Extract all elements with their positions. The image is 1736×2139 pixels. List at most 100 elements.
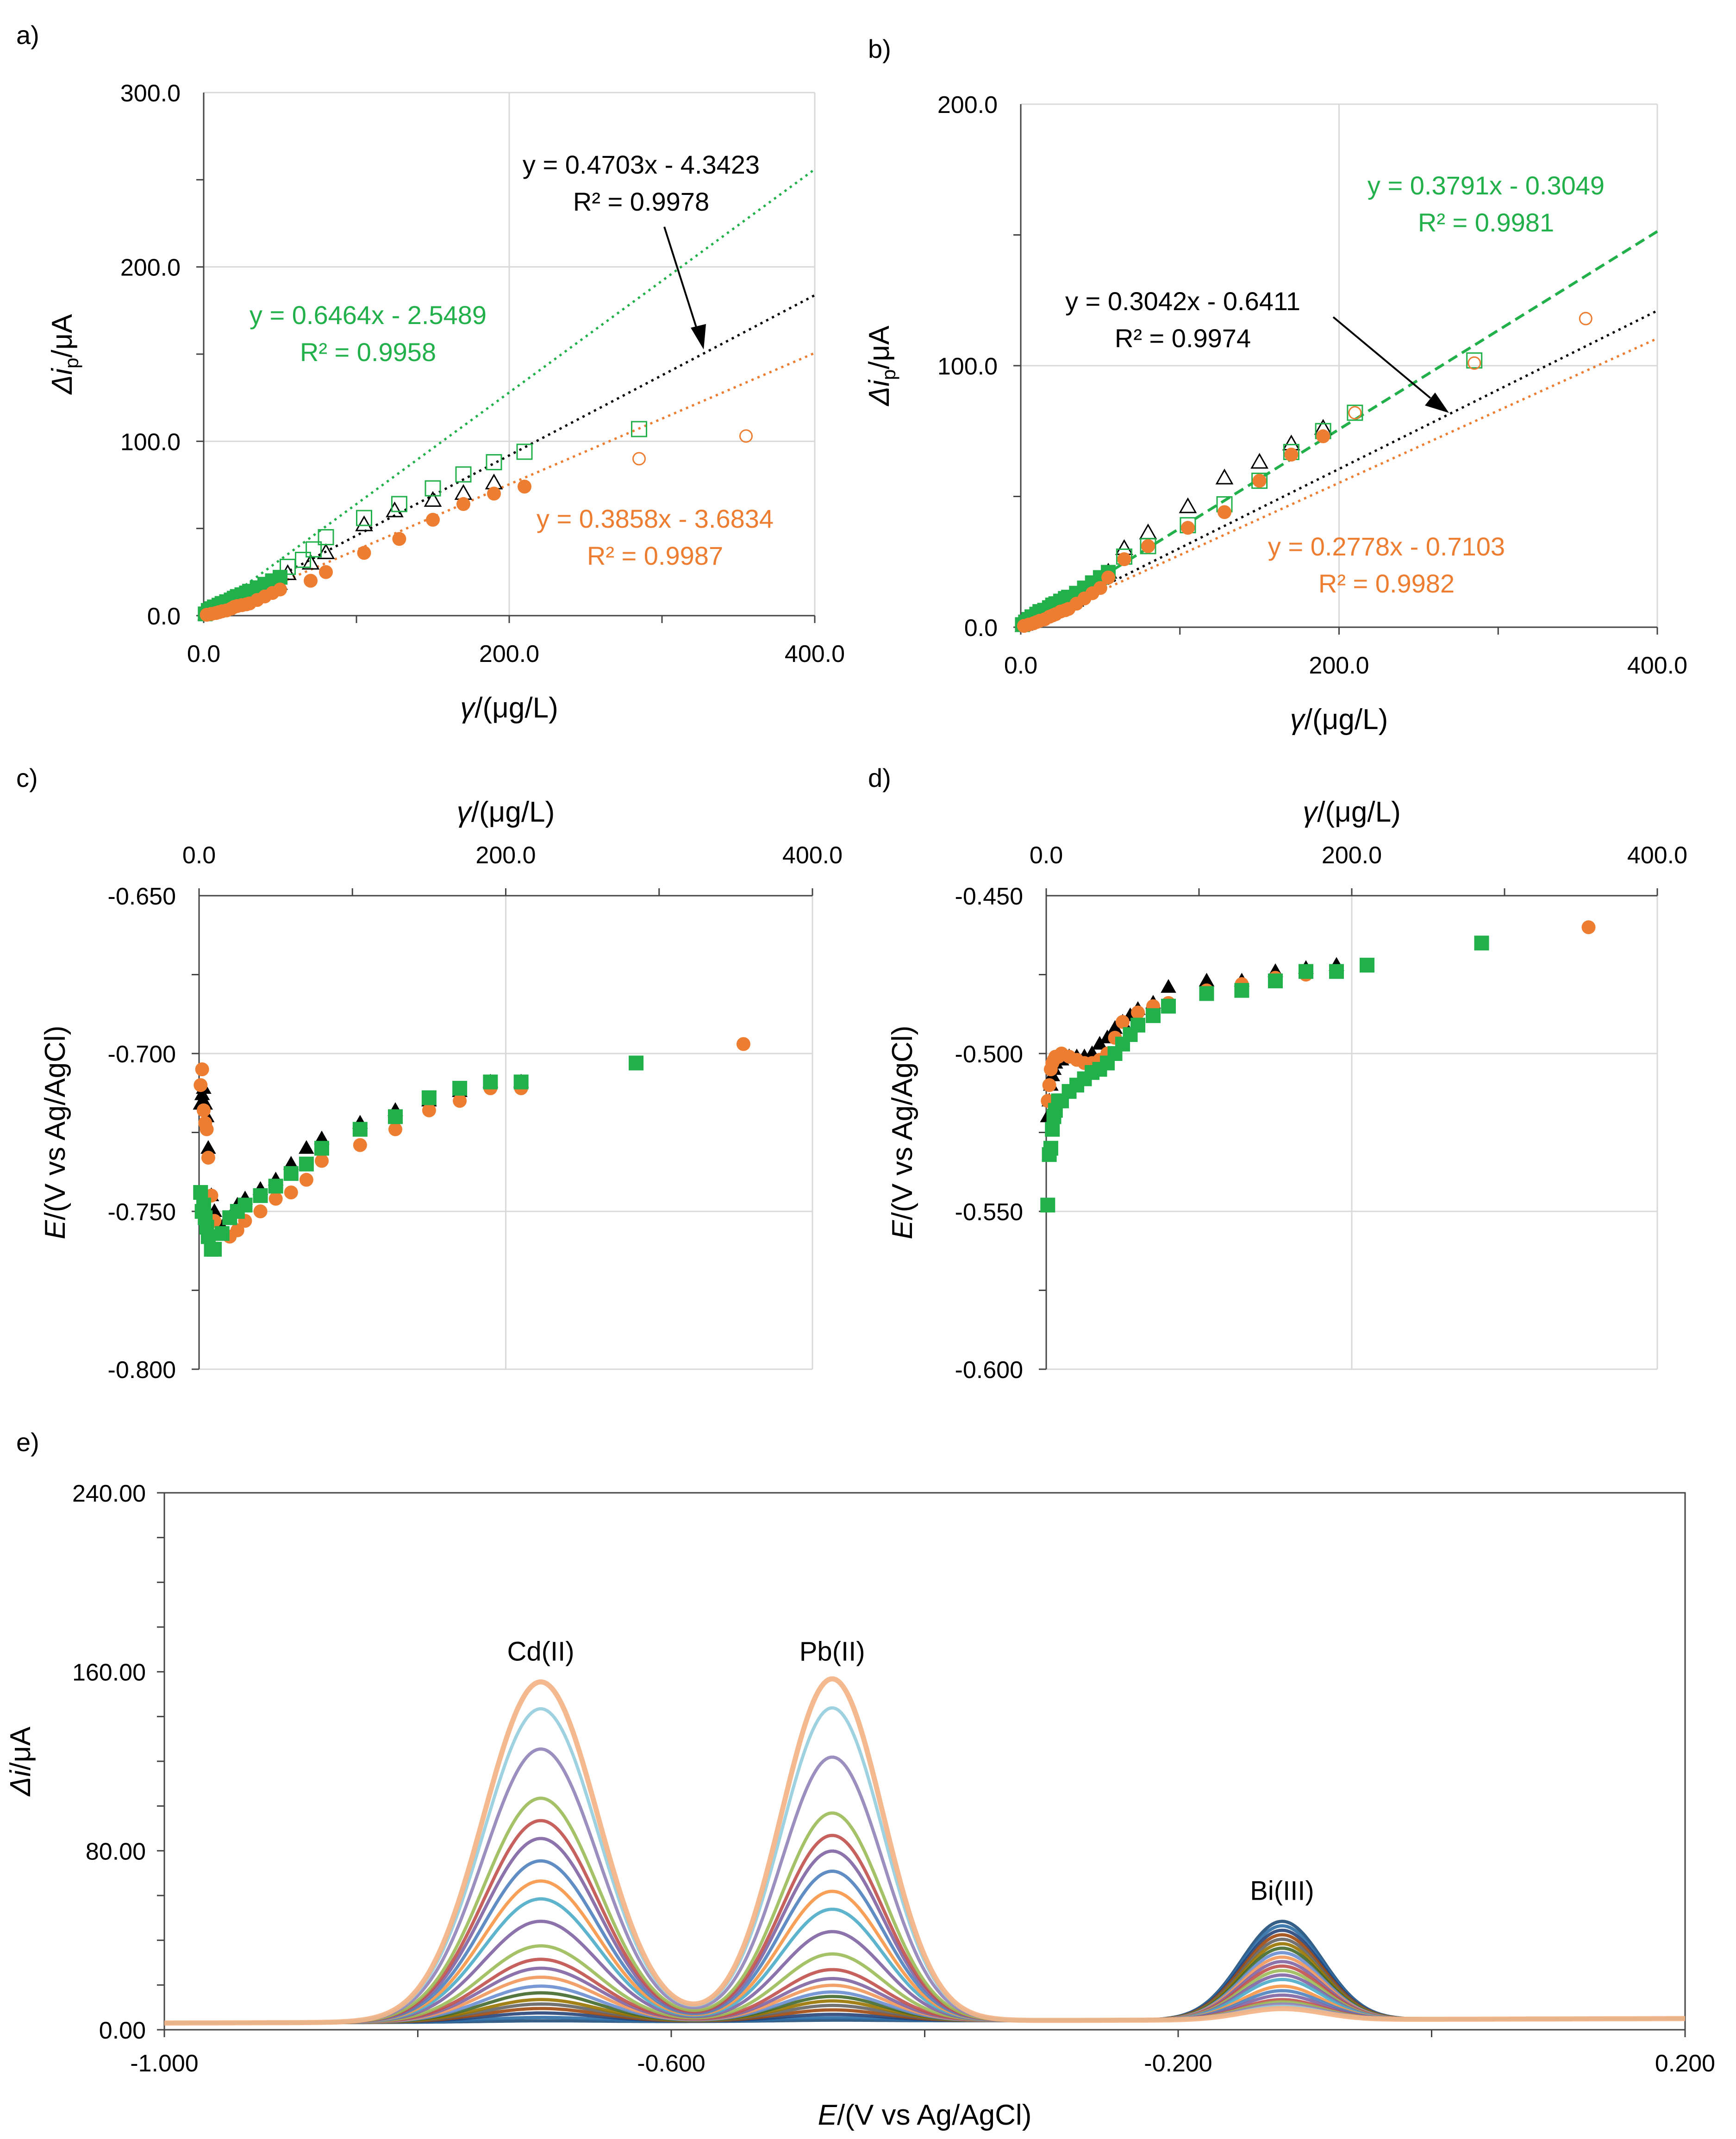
- data-point-orange: [299, 1172, 313, 1187]
- data-point-black-open: [1215, 468, 1234, 485]
- y-tick-label: -0.700: [108, 1041, 176, 1068]
- data-point-green: [388, 1109, 403, 1124]
- y-tick-label: 160.00: [72, 1659, 146, 1686]
- data-point-green: [1329, 964, 1344, 979]
- trendline: [203, 352, 815, 617]
- arrow: [663, 226, 698, 329]
- y-tick-label: 0.0: [147, 603, 181, 630]
- data-point-green: [314, 1141, 329, 1156]
- y-tick-label: -0.800: [108, 1357, 176, 1384]
- data-point-orange: [357, 546, 371, 560]
- data-point-orange: [269, 1191, 283, 1206]
- data-point-orange: [426, 512, 440, 527]
- data-point-green: [513, 1074, 529, 1090]
- data-point-green: [1040, 1197, 1055, 1213]
- x-tick-label: -0.200: [1144, 2050, 1212, 2077]
- data-point-black-open: [386, 501, 404, 518]
- voltammogram-curve: [164, 1676, 1685, 2026]
- panel-label: e): [16, 1428, 39, 1457]
- trendline: [203, 168, 816, 617]
- data-point-black-open: [355, 515, 373, 531]
- data-point-orange: [353, 1138, 367, 1152]
- data-point-black-open: [424, 491, 442, 507]
- chart-panel-1: b) 0.0 100.0 200.0 0.0 200.0 400.0 y = 0.3791x …: [868, 34, 1687, 679]
- data-point-orange-open: [632, 452, 646, 466]
- data-point-green-open: [318, 529, 334, 545]
- voltammogram-curve: [164, 1706, 1685, 2025]
- y-tick-label: 80.00: [86, 1838, 146, 1865]
- x-tick-label: 0.0: [1004, 652, 1037, 679]
- trendline-equation: y = 0.3858x - 3.6834: [537, 504, 774, 533]
- data-point-orange: [319, 565, 333, 579]
- data-point-orange: [273, 582, 287, 597]
- data-point-orange: [392, 532, 406, 546]
- x-tick-label: 0.0: [187, 641, 220, 667]
- data-point-orange: [422, 1103, 436, 1117]
- chart-panel-0: a) 0.0 100.0 200.0 300.0 0.0 200.0 400.0 y = 0.4…: [16, 20, 845, 667]
- panel-label: d): [868, 763, 891, 792]
- data-point-green: [1161, 998, 1176, 1014]
- data-point-green: [1360, 958, 1374, 973]
- arrow: [1332, 316, 1431, 399]
- y-tick-label: 200.0: [120, 255, 181, 281]
- arrow-head: [1425, 393, 1449, 413]
- data-point-green: [421, 1090, 437, 1105]
- y-tick-label: -0.550: [955, 1199, 1023, 1226]
- data-point-orange: [1093, 581, 1107, 595]
- y-axis-title: E/(V vs Ag/AgCl): [887, 1026, 918, 1240]
- data-point-orange-open: [1579, 312, 1592, 325]
- chart-panel-3: d) -0.600 -0.550 -0.500 -0.450 0.0 200.0 400.0: [868, 763, 1687, 1384]
- data-point-black-open: [485, 474, 503, 490]
- x-tick-label: 400.0: [782, 842, 843, 869]
- peak-label: Cd(II): [507, 1637, 575, 1667]
- y-tick-label: 100.0: [937, 353, 998, 380]
- x-axis-title: γ/(μg/L): [1303, 796, 1400, 828]
- data-point-green: [483, 1074, 498, 1090]
- trendline-equation: y = 0.4703x - 4.3423: [523, 150, 760, 179]
- data-point-green: [200, 1229, 216, 1244]
- arrow-head: [691, 324, 706, 349]
- data-point-green: [352, 1122, 368, 1137]
- data-point-green: [214, 1226, 230, 1241]
- chart-panel-4: e) 0.00 80.00 160.00 240.00 -1.000 -0.600 -0.20…: [16, 1428, 1715, 2077]
- trendline: [1020, 309, 1658, 629]
- data-point-green-open: [306, 541, 322, 558]
- data-point-green: [1045, 1122, 1060, 1137]
- plot-frame: [163, 1492, 1686, 2031]
- data-point-green-open: [1347, 405, 1363, 421]
- y-tick-label: 0.0: [964, 615, 998, 642]
- trendline-equation: y = 0.3791x - 0.3049: [1368, 171, 1605, 200]
- y-axis-title: E/(V vs Ag/AgCl): [39, 1026, 71, 1240]
- data-point-green: [1299, 964, 1313, 979]
- data-point-black: [1092, 1035, 1108, 1050]
- data-point-green-open: [1140, 538, 1156, 555]
- data-point-green: [207, 1241, 222, 1257]
- x-axis-title: γ/(μg/L): [1290, 704, 1388, 736]
- data-point-black-open: [317, 543, 335, 559]
- data-point-black-open: [1179, 497, 1197, 513]
- data-point-green: [268, 1179, 283, 1194]
- data-point-orange: [1581, 920, 1596, 935]
- data-point-green: [237, 1197, 253, 1213]
- panel-label: b): [868, 34, 891, 63]
- data-point-green: [283, 1166, 299, 1181]
- data-point-orange: [388, 1122, 402, 1136]
- data-point-orange: [200, 1122, 214, 1136]
- data-point-orange: [487, 486, 501, 501]
- y-tick-label: 240.00: [72, 1480, 146, 1507]
- panel-label: c): [16, 763, 38, 792]
- data-point-orange: [201, 1151, 215, 1165]
- trendline-r2: R² = 0.9958: [300, 337, 436, 367]
- y-tick-label: -0.750: [108, 1199, 176, 1226]
- peak-label: Pb(II): [799, 1637, 865, 1667]
- x-axis-title: γ/(μg/L): [457, 796, 555, 828]
- data-point-green: [196, 1197, 211, 1213]
- x-tick-label: 200.0: [475, 842, 536, 869]
- data-point-black: [1199, 973, 1215, 987]
- y-axis-title: Δip/μA: [863, 325, 899, 407]
- data-point-black-open: [1250, 453, 1269, 469]
- data-point-green: [1268, 973, 1283, 989]
- data-point-green: [193, 1185, 208, 1200]
